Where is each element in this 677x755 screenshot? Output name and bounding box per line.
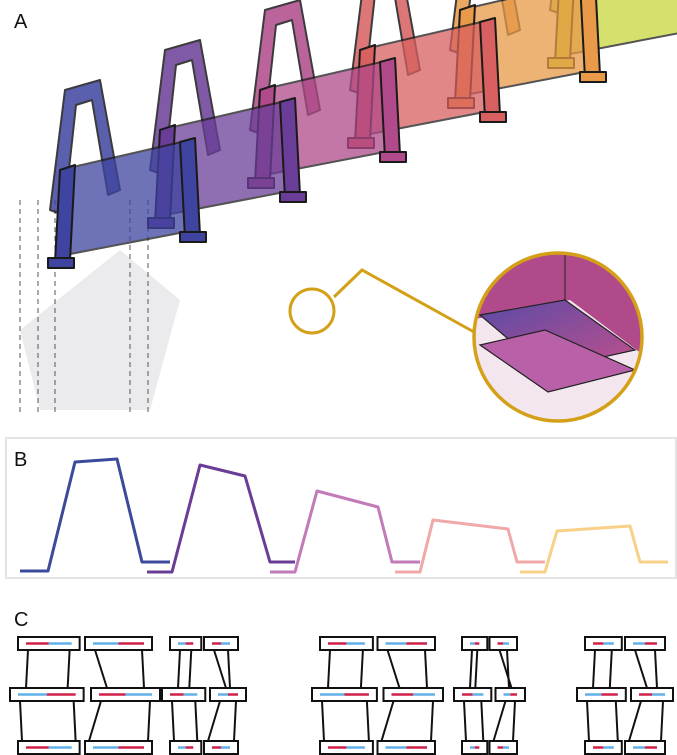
connector — [228, 650, 230, 688]
profile — [20, 459, 170, 571]
panel-c — [10, 637, 673, 754]
connector — [464, 701, 466, 741]
foot — [480, 112, 506, 122]
connector — [234, 701, 236, 741]
panel-label: C — [14, 609, 28, 631]
connector — [610, 650, 612, 688]
connector — [587, 701, 589, 741]
profile — [147, 465, 295, 572]
foot — [180, 232, 206, 242]
strip-unit — [48, 80, 206, 268]
panel-b — [20, 459, 668, 572]
connector — [322, 701, 324, 741]
figure: A B C — [0, 0, 677, 755]
connector — [74, 701, 76, 741]
table — [60, 140, 195, 255]
connector — [388, 650, 400, 688]
connector — [367, 701, 369, 741]
connector — [189, 650, 191, 688]
connector — [89, 701, 101, 741]
connector — [494, 701, 506, 741]
connector — [208, 701, 220, 741]
panel-label: B — [14, 449, 27, 471]
connector — [95, 650, 107, 688]
connector — [148, 701, 150, 741]
foot — [380, 152, 406, 162]
connector — [328, 650, 330, 688]
profile — [270, 491, 420, 572]
foot — [48, 258, 74, 268]
foot — [580, 72, 606, 82]
connector — [661, 701, 663, 741]
connector — [475, 650, 477, 688]
connector — [655, 650, 657, 688]
connector — [513, 701, 515, 741]
connector — [481, 701, 483, 741]
connector — [593, 650, 595, 688]
connector — [178, 650, 180, 688]
connector — [616, 701, 618, 741]
connector — [20, 701, 22, 741]
connector — [425, 650, 427, 688]
profile — [395, 520, 545, 572]
connector — [195, 701, 197, 741]
connector — [431, 701, 433, 741]
connector — [470, 650, 472, 688]
zoom-connector — [334, 270, 474, 332]
connector — [635, 650, 647, 688]
strip-diagram — [312, 637, 443, 754]
connector — [361, 650, 363, 688]
connector — [172, 701, 174, 741]
connector — [382, 701, 394, 741]
zoom-circle — [290, 289, 334, 333]
strip-diagram — [577, 637, 673, 754]
profile — [520, 526, 668, 572]
zoom-inset — [290, 250, 650, 430]
connector — [507, 650, 509, 688]
strip-diagram — [162, 637, 246, 754]
connector — [629, 701, 641, 741]
panel-label: A — [14, 11, 28, 33]
strip-diagram — [10, 637, 160, 754]
shadow — [20, 250, 180, 410]
connector — [26, 650, 28, 688]
connector — [214, 650, 226, 688]
foot — [280, 192, 306, 202]
connector — [68, 650, 70, 688]
strip-diagram — [454, 637, 525, 754]
connector — [142, 650, 144, 688]
